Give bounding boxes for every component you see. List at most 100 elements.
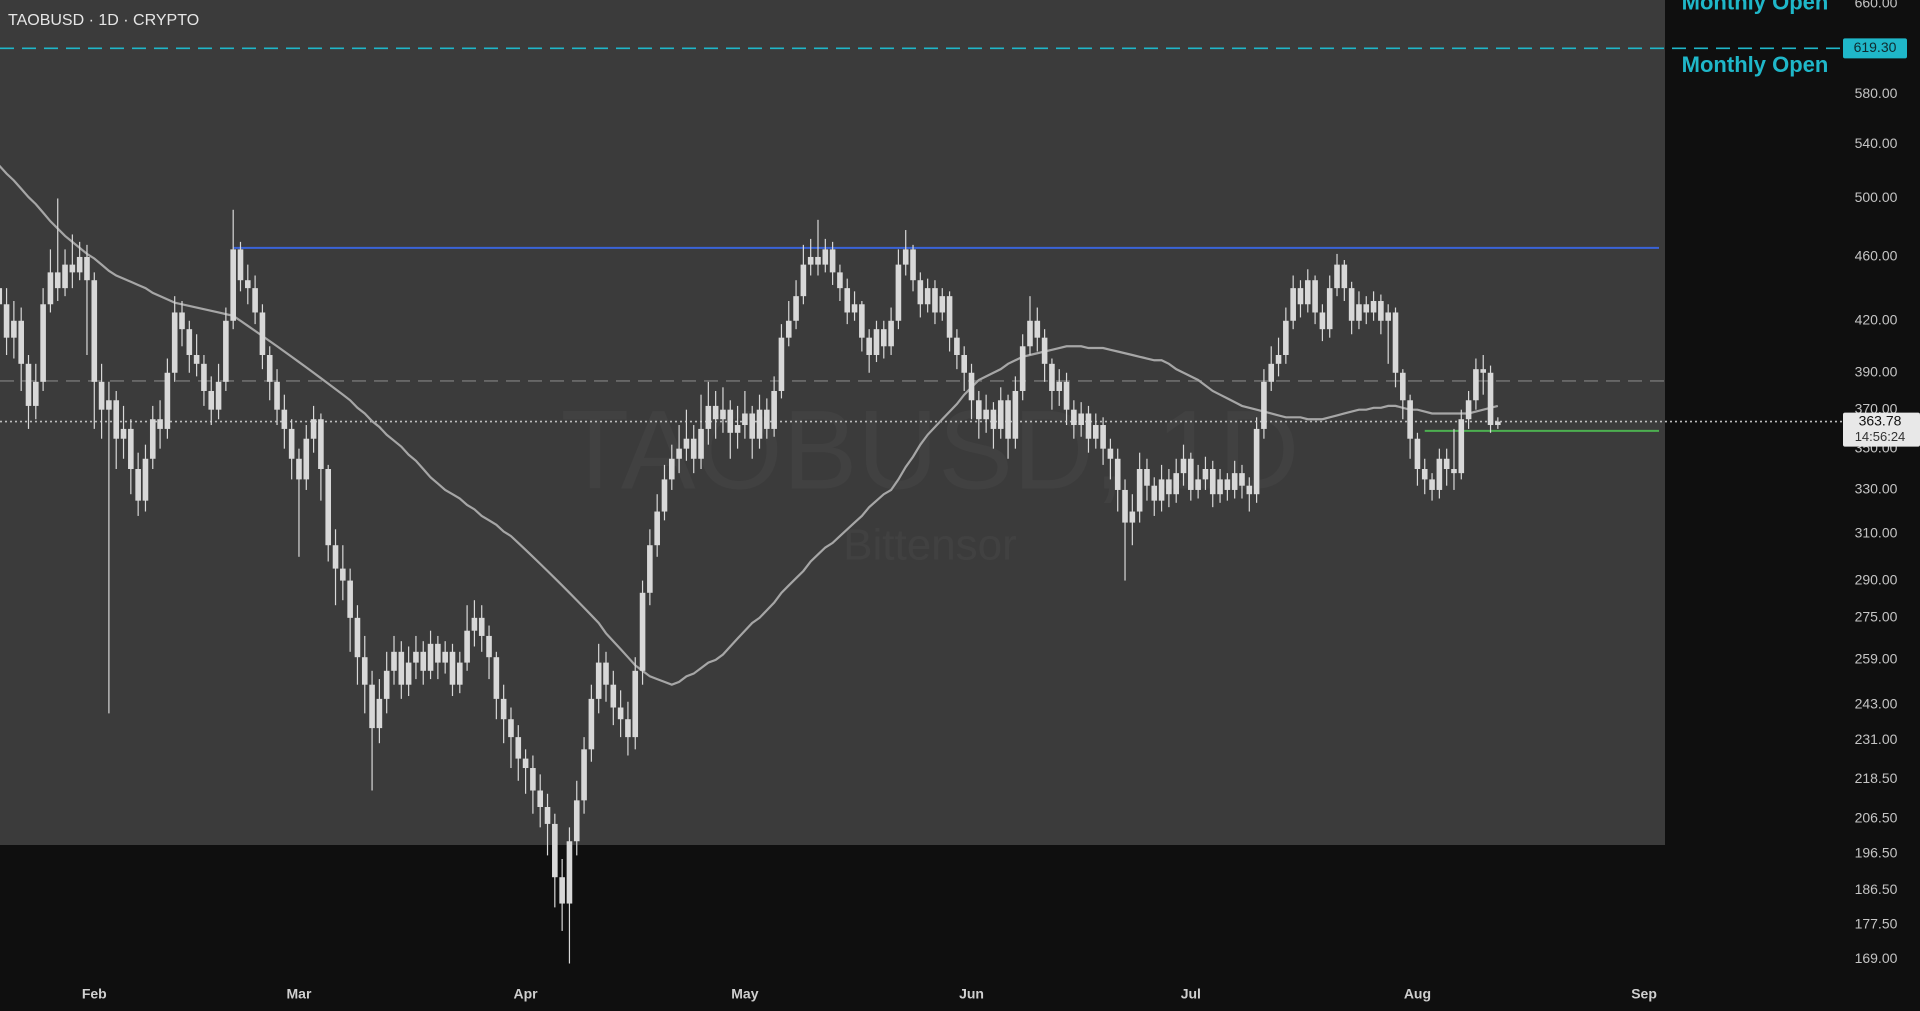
- candle-body: [610, 684, 617, 708]
- candle-body: [1034, 320, 1041, 338]
- candle-body: [895, 264, 902, 321]
- candle-body: [376, 698, 383, 729]
- candle-body: [683, 438, 690, 449]
- candle-body: [91, 280, 98, 382]
- annotation: Monthly Open: [1682, 52, 1829, 77]
- candle-body: [932, 288, 938, 313]
- candle-body: [186, 329, 193, 355]
- price-label-box: [1843, 38, 1907, 59]
- candle-body: [361, 657, 368, 685]
- candle-body: [990, 409, 997, 429]
- moving-average: [0, 164, 1499, 686]
- candle-body: [508, 719, 514, 738]
- candle-body: [1056, 381, 1063, 391]
- candle-body: [120, 428, 127, 439]
- candle-body: [1136, 469, 1143, 512]
- candle-body: [296, 458, 302, 480]
- candle-body: [1078, 413, 1084, 426]
- candle-body: [1268, 363, 1275, 382]
- y-tick-label: 500.00: [1855, 189, 1898, 205]
- candle-body: [530, 768, 536, 791]
- x-tick-label: Sep: [1631, 986, 1657, 1002]
- y-tick-label: 218.50: [1855, 770, 1898, 786]
- candle-body: [793, 296, 799, 321]
- candle-body: [727, 409, 734, 433]
- candle-body: [1209, 469, 1216, 495]
- candle-body: [1341, 264, 1348, 289]
- candle-body: [493, 657, 500, 699]
- y-tick-label: 177.50: [1855, 916, 1898, 932]
- candle-body: [625, 719, 631, 738]
- candle-body: [1253, 428, 1260, 495]
- candle-body: [252, 288, 258, 313]
- y-tick-label: 330.00: [1855, 481, 1898, 497]
- candle-body: [1326, 288, 1333, 330]
- y-tick-label: 243.00: [1855, 695, 1898, 711]
- candle-body: [1195, 479, 1201, 490]
- candle-body: [69, 264, 76, 273]
- candle-body: [1385, 312, 1391, 321]
- candle-body: [1107, 448, 1114, 459]
- candle-body: [369, 684, 375, 729]
- candle-body: [976, 400, 982, 420]
- candle-body: [1356, 304, 1362, 321]
- candle-body: [676, 448, 682, 459]
- candle-body: [471, 617, 478, 631]
- candle-body: [1407, 400, 1413, 439]
- candle-body: [1290, 288, 1296, 321]
- candle-body: [193, 354, 200, 364]
- candle-body: [1487, 372, 1494, 426]
- candle-body: [917, 280, 924, 305]
- candle-body: [391, 651, 397, 671]
- x-tick-label: May: [731, 986, 758, 1002]
- x-tick-label: Aug: [1404, 986, 1431, 1002]
- candle-body: [1261, 381, 1267, 429]
- candle-body: [1224, 479, 1231, 490]
- candle-body: [478, 617, 485, 636]
- candle-body: [142, 458, 149, 501]
- candle-body: [237, 249, 244, 281]
- candle-body: [1114, 458, 1121, 490]
- candle-body: [0, 288, 3, 305]
- candle-body: [742, 413, 748, 426]
- candle-body: [1297, 288, 1304, 305]
- y-tick-label: 390.00: [1855, 363, 1898, 379]
- candle-body: [1319, 312, 1326, 330]
- candle-body: [157, 419, 163, 429]
- candle-body: [500, 698, 507, 720]
- candle-body: [325, 469, 332, 546]
- candle-body: [464, 630, 470, 663]
- candle-body: [54, 272, 61, 289]
- candle-body: [800, 264, 807, 297]
- candle-body: [18, 320, 24, 364]
- candle-body: [866, 337, 872, 355]
- candle-body: [1275, 354, 1282, 364]
- candle-body: [230, 249, 236, 321]
- candle-body: [25, 363, 32, 406]
- candle-body: [1304, 280, 1311, 305]
- candle-body: [566, 841, 573, 904]
- candle-body: [1129, 511, 1136, 523]
- watermark-subtitle: Bittensor: [843, 521, 1017, 570]
- candle-body: [113, 400, 120, 439]
- candle-body: [1239, 473, 1245, 486]
- candle-body: [632, 670, 639, 738]
- candle-body: [266, 354, 273, 382]
- candle-body: [149, 419, 156, 459]
- candle-body: [201, 363, 207, 391]
- y-tick-label: 206.50: [1855, 810, 1898, 826]
- candle-body: [1158, 479, 1165, 501]
- candle-body: [785, 320, 792, 338]
- candle-body: [208, 390, 215, 410]
- y-tick-label: 186.50: [1855, 881, 1898, 897]
- candle-body: [1151, 485, 1158, 501]
- y-tick-label: 259.00: [1855, 651, 1898, 667]
- candle-body: [1217, 479, 1223, 495]
- y-tick-label: 196.50: [1855, 844, 1898, 860]
- candle-body: [1100, 425, 1106, 449]
- candle-body: [1458, 419, 1465, 474]
- candle-body: [1451, 469, 1457, 474]
- candle-body: [924, 288, 931, 305]
- candle-body: [1312, 280, 1318, 313]
